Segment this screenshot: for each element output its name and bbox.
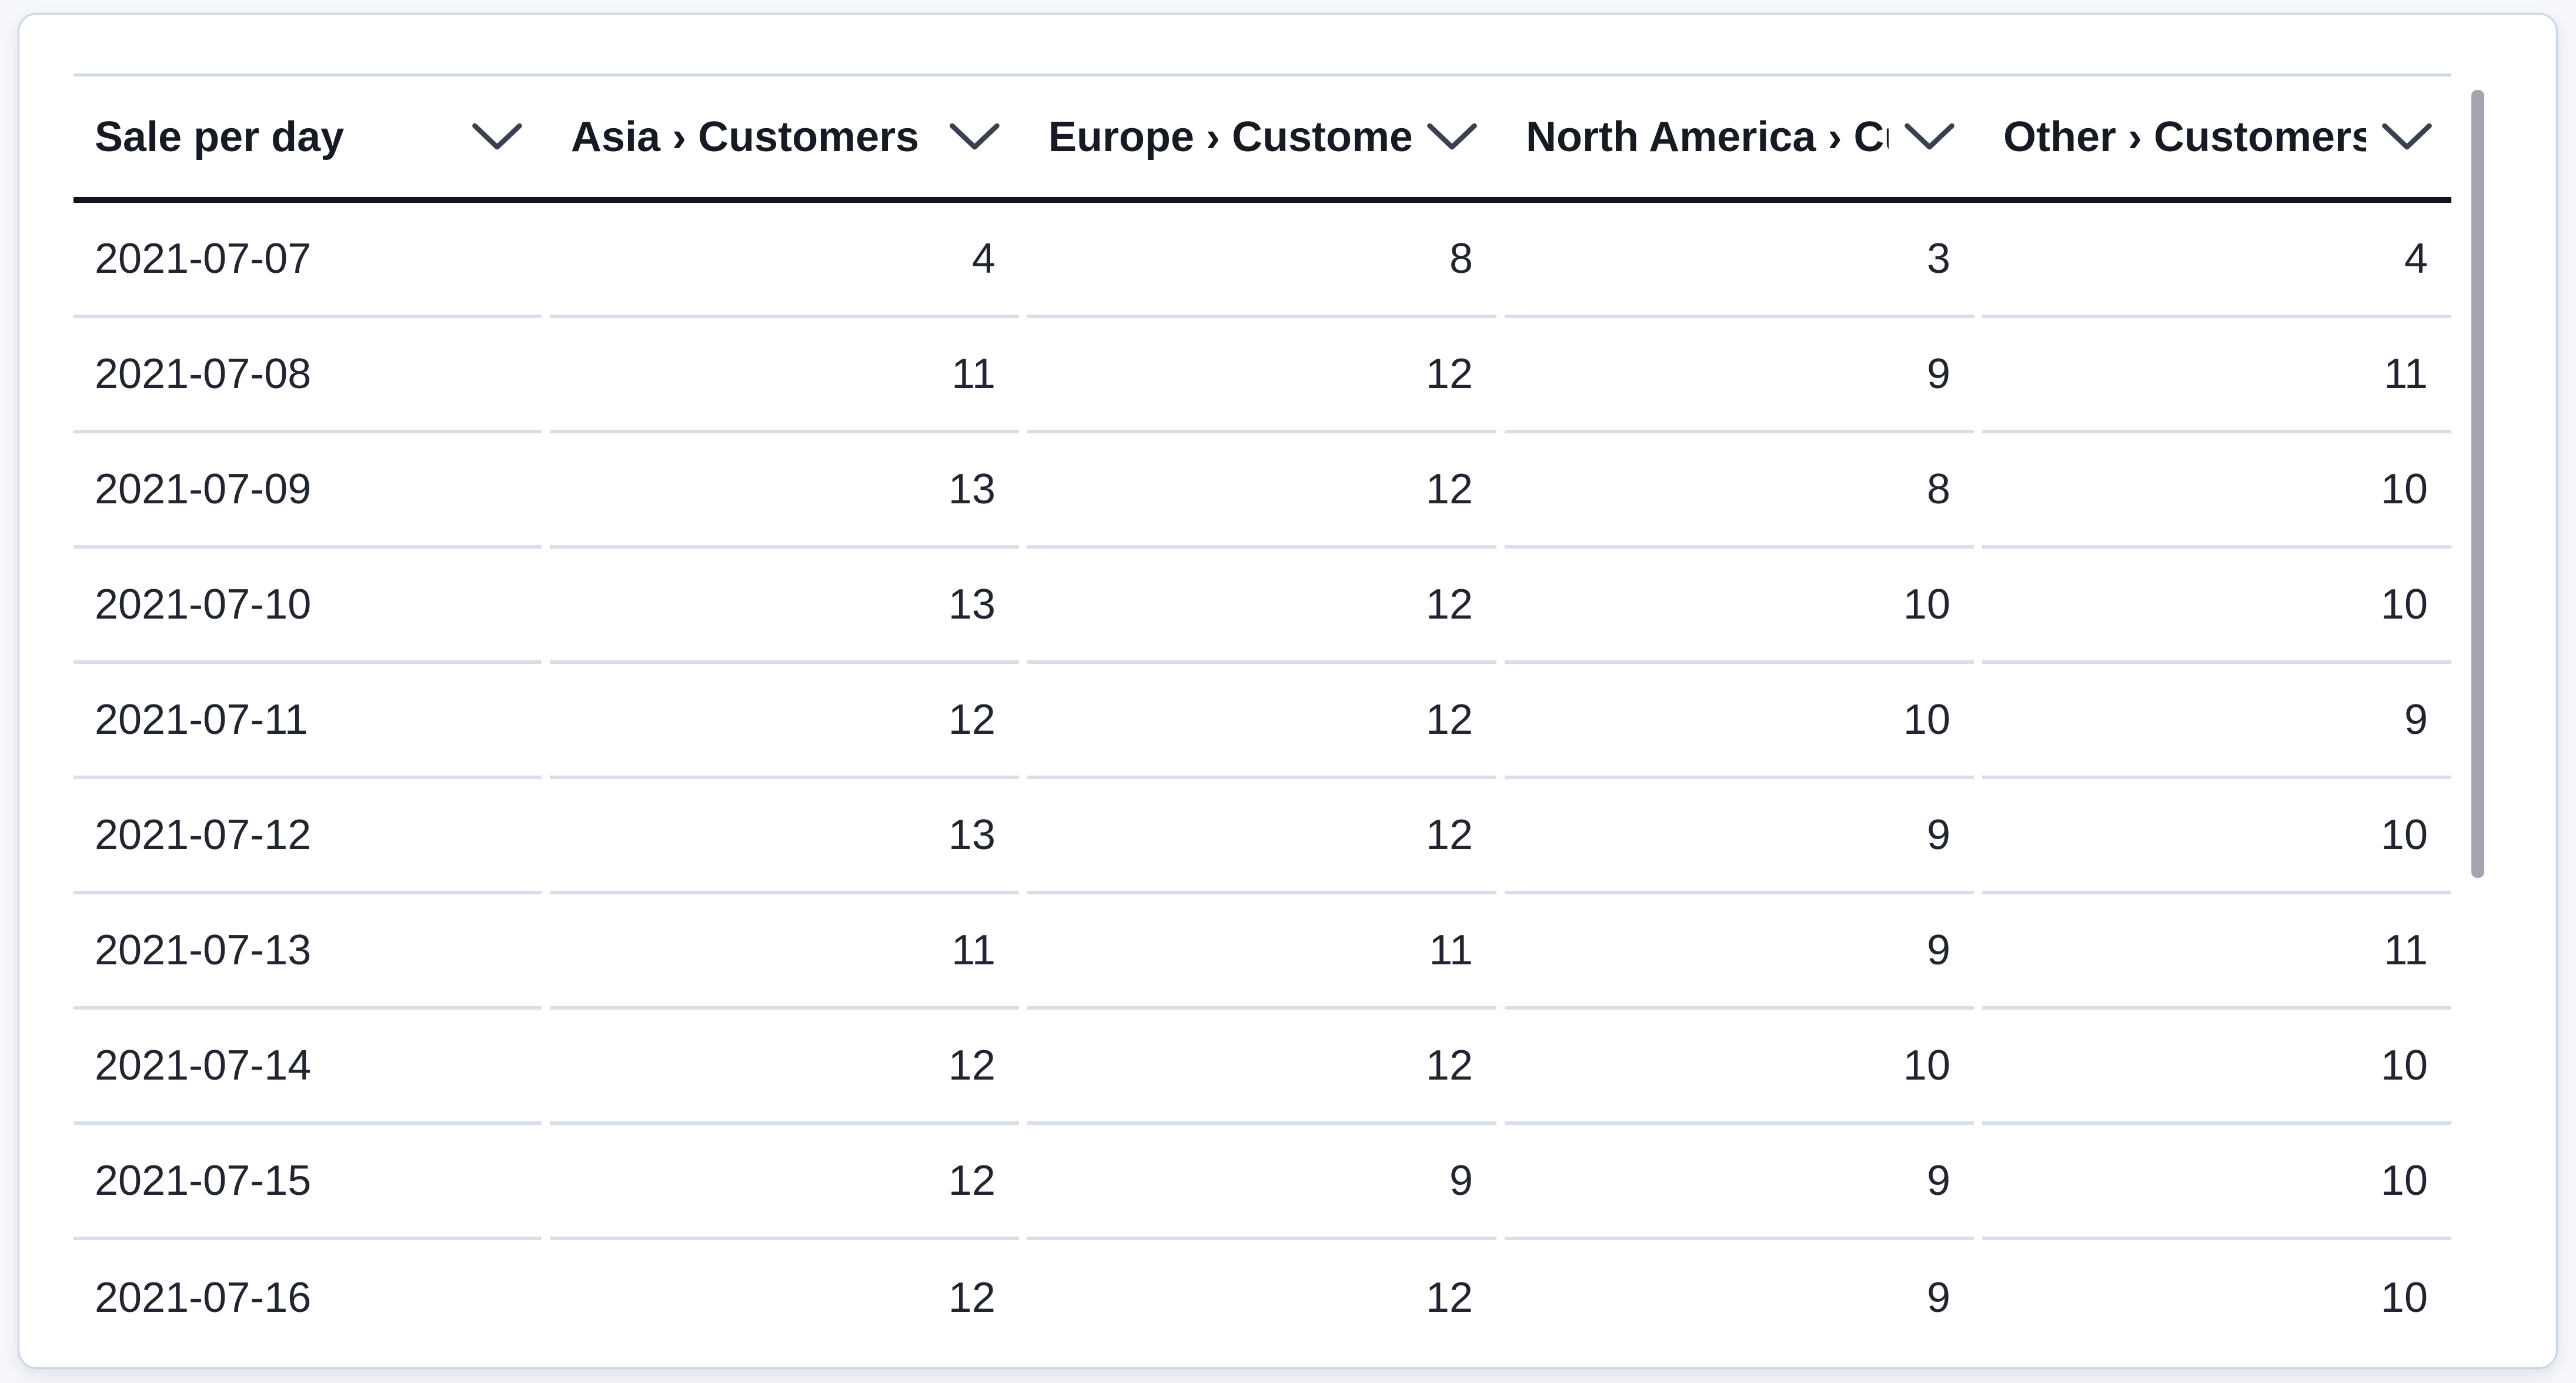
column-header-label: North America › Customers [1526, 113, 1889, 161]
cell-value: 13 [550, 549, 1019, 664]
cell-value: 11 [1982, 318, 2451, 433]
table-row: 2021-07-15 12 9 9 10 [73, 1125, 2451, 1240]
cell-value: 9 [1982, 664, 2451, 779]
cell-value: 10 [1982, 433, 2451, 549]
column-header-other-customers[interactable]: Other › Customers [1982, 76, 2451, 197]
cell-value: 9 [1027, 1125, 1496, 1240]
cell-value: 4 [550, 203, 1019, 318]
cell-value: 9 [1505, 779, 1974, 894]
cell-value: 4 [1982, 203, 2451, 318]
cell-value: 11 [1982, 894, 2451, 1010]
vertical-scrollbar-thumb[interactable] [2471, 90, 2484, 878]
table-row: 2021-07-11 12 12 10 9 [73, 664, 2451, 779]
table-row: 2021-07-10 13 12 10 10 [73, 549, 2451, 664]
column-header-north-america-customers[interactable]: North America › Customers [1505, 76, 1974, 197]
cell-date: 2021-07-11 [73, 664, 542, 779]
cell-date: 2021-07-10 [73, 549, 542, 664]
cell-value: 11 [550, 318, 1019, 433]
table-row: 2021-07-14 12 12 10 10 [73, 1010, 2451, 1125]
cell-value: 12 [550, 1010, 1019, 1125]
cell-value: 9 [1926, 1274, 1950, 1321]
table-row: 2021-07-16 12 12 9 10 [73, 1240, 2451, 1355]
chevron-down-icon[interactable] [947, 120, 1003, 154]
cell-value: 13 [550, 433, 1019, 549]
cell-date: 2021-07-07 [73, 203, 542, 318]
cell-value: 12 [948, 1274, 995, 1321]
cell-value: 12 [550, 664, 1019, 779]
cell-value: 8 [1505, 433, 1974, 549]
cell-value: 10 [1982, 549, 2451, 664]
cell-value: 8 [1027, 203, 1496, 318]
cell-value: 12 [550, 1125, 1019, 1240]
table-row: 2021-07-12 13 12 9 10 [73, 779, 2451, 894]
table-row: 2021-07-13 11 11 9 11 [73, 894, 2451, 1010]
cell-value: 10 [1982, 1010, 2451, 1125]
table-header-row: Sale per day Asia › Customers Europe › C… [73, 74, 2451, 203]
column-header-label: Other › Customers [2003, 113, 2366, 161]
table-body: 2021-07-07 4 8 3 4 2021-07-08 11 12 9 11… [73, 203, 2451, 1355]
cell-value: 12 [1027, 318, 1496, 433]
cell-value: 12 [1027, 779, 1496, 894]
data-table: Sale per day Asia › Customers Europe › C… [73, 74, 2451, 1355]
table-row: 2021-07-09 13 12 8 10 [73, 433, 2451, 549]
column-header-label: Sale per day [95, 113, 345, 161]
cell-value: 10 [1982, 779, 2451, 894]
cell-value: 10 [1505, 664, 1974, 779]
chevron-down-icon[interactable] [469, 120, 525, 154]
cell-value: 12 [1425, 1274, 1473, 1321]
cell-date: 2021-07-15 [73, 1125, 542, 1240]
table-row: 2021-07-07 4 8 3 4 [73, 203, 2451, 318]
cell-value: 9 [1505, 1125, 1974, 1240]
cell-value: 10 [1505, 1010, 1974, 1125]
cell-date: 2021-07-09 [73, 433, 542, 549]
cell-value: 12 [1027, 433, 1496, 549]
cell-value: 10 [1505, 549, 1974, 664]
column-header-asia-customers[interactable]: Asia › Customers [550, 76, 1019, 197]
chevron-down-icon[interactable] [1902, 120, 1957, 154]
cell-date: 2021-07-12 [73, 779, 542, 894]
column-header-sale-per-day[interactable]: Sale per day [73, 76, 542, 197]
cell-date: 2021-07-14 [73, 1010, 542, 1125]
table-row: 2021-07-08 11 12 9 11 [73, 318, 2451, 433]
cell-value: 11 [1027, 894, 1496, 1010]
cell-value: 9 [1505, 318, 1974, 433]
cell-date: 2021-07-16 [95, 1274, 312, 1321]
chevron-down-icon[interactable] [2379, 120, 2435, 154]
cell-value: 12 [1027, 1010, 1496, 1125]
table-card: Sale per day Asia › Customers Europe › C… [18, 13, 2558, 1369]
cell-value: 10 [2380, 1274, 2428, 1321]
cell-date: 2021-07-13 [73, 894, 542, 1010]
cell-value: 11 [550, 894, 1019, 1010]
cell-value: 10 [1982, 1125, 2451, 1240]
cell-value: 3 [1505, 203, 1974, 318]
column-header-europe-customers[interactable]: Europe › Customers [1027, 76, 1496, 197]
cell-value: 12 [1027, 549, 1496, 664]
column-header-label: Asia › Customers [571, 113, 920, 161]
cell-value: 9 [1505, 894, 1974, 1010]
chevron-down-icon[interactable] [1424, 120, 1480, 154]
cell-value: 12 [1027, 664, 1496, 779]
cell-value: 13 [550, 779, 1019, 894]
column-header-label: Europe › Customers [1048, 113, 1411, 161]
cell-date: 2021-07-08 [73, 318, 542, 433]
